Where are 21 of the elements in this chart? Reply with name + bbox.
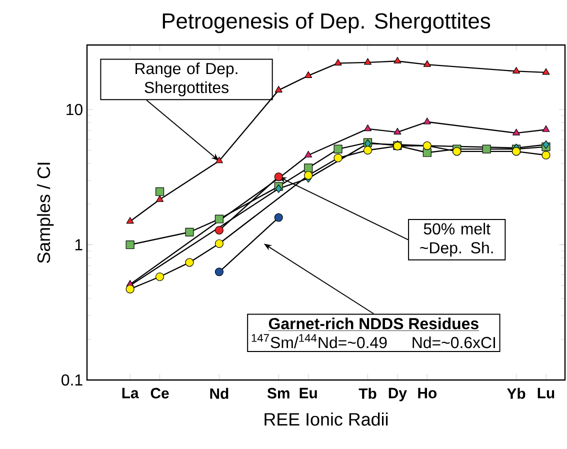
x-tick-label: Lu [538,388,554,398]
annotation: Nd=~0.6xCI [412,336,495,348]
x-tick-label: La [122,388,139,398]
y-tick-label: 10 [66,104,82,116]
x-axis-title: REE Ionic Radii [264,412,388,426]
x-tick-label: Ho [418,388,437,398]
y-tick-label: 1 [75,239,82,250]
x-tick-label: Nd [210,388,228,399]
x-tick-label: Dy [388,388,407,402]
chart-title: Petrogenesis of Dep. Shergottites [162,12,490,34]
x-tick-label: Sm [267,388,290,398]
x-tick-label: Yb [506,388,526,399]
annotation: Garnet-rich NDDS Residues [268,318,478,330]
y-tick-label: 0.1 [62,374,82,386]
annotation: 50% melt ~Dep. Sh. [420,222,493,257]
annotation: Range of Dep. Shergottites [136,62,238,96]
annotation: $^{147}$Sm/$^{144}$Nd=~0.49 [252,334,387,348]
y-axis-title: Samples / CI [36,162,54,264]
x-tick-label: Tb [358,388,376,399]
x-tick-label: Eu [300,388,317,398]
x-tick-label: Ce [150,388,169,398]
